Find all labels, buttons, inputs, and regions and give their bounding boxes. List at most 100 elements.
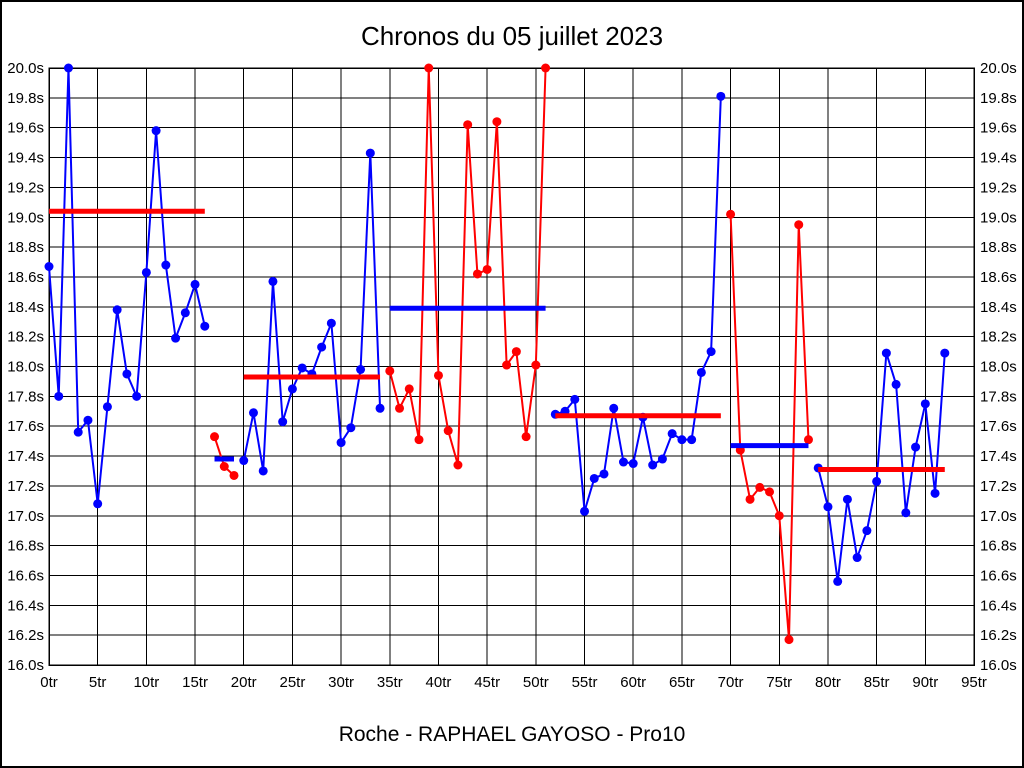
y-tick-label-left: 18.2s [7, 329, 44, 346]
session-4-lap-point [424, 63, 434, 73]
session-7-lap-point [823, 502, 833, 512]
y-tick-label-left: 16.4s [7, 597, 44, 614]
y-tick-label-right: 17.0s [980, 508, 1017, 525]
session-5-lap-point [580, 506, 590, 516]
y-tick-label-right: 17.8s [980, 388, 1017, 405]
session-4-lap-point [395, 403, 405, 413]
session-7-lap-point [930, 488, 940, 498]
session-4-lap-point [541, 63, 551, 73]
session-6-lap-point [755, 482, 765, 492]
x-tick-label: 95tr [961, 674, 987, 691]
session-3-lap-point [248, 408, 258, 418]
x-tick-label: 65tr [669, 674, 695, 691]
session-1-lap-point [44, 262, 54, 272]
session-6-lap-point [745, 494, 755, 504]
session-1-lap-point [180, 308, 190, 318]
session-5-lap-point [609, 403, 619, 413]
session-6-lap-point [794, 220, 804, 230]
session-1-lap-point [102, 402, 112, 412]
session-3-lap-point [356, 364, 366, 374]
y-tick-label-right: 16.0s [980, 657, 1017, 674]
y-tick-label-left: 17.6s [7, 418, 44, 435]
y-tick-label-left: 16.6s [7, 567, 44, 584]
y-tick-label-right: 18.8s [980, 239, 1017, 256]
session-7-lap-point [901, 508, 911, 518]
session-3-lap-point [239, 456, 249, 466]
x-tick-label: 25tr [279, 674, 305, 691]
session-7-lap-point [911, 442, 921, 452]
x-tick-label: 90tr [912, 674, 938, 691]
session-3-lap-point [365, 148, 375, 158]
y-tick-label-right: 17.6s [980, 418, 1017, 435]
y-tick-label-left: 19.4s [7, 150, 44, 167]
y-tick-label-right: 19.4s [980, 150, 1017, 167]
session-3-lap-point [317, 342, 327, 352]
session-1-line [48, 67, 206, 505]
session-3-lap-point [375, 403, 385, 413]
session-3-lap-point [346, 423, 356, 433]
session-1-lap-point [122, 369, 132, 379]
session-4-lap-point [385, 366, 395, 376]
y-tick-label-right: 18.0s [980, 359, 1017, 376]
x-tick-label: 55tr [572, 674, 598, 691]
y-tick-label-left: 16.0s [7, 657, 44, 674]
y-tick-label-right: 16.2s [980, 627, 1017, 644]
session-5-lap-point [570, 394, 580, 404]
session-7-lap-point [940, 348, 950, 358]
session-1-lap-point [141, 267, 151, 277]
y-tick-label-right: 19.2s [980, 179, 1017, 196]
session-7-lap-point [891, 379, 901, 389]
y-tick-label-right: 18.4s [980, 299, 1017, 316]
y-tick-label-left: 16.8s [7, 538, 44, 555]
x-tick-label: 70tr [718, 674, 744, 691]
session-5-lap-point [599, 469, 609, 479]
y-tick-label-right: 16.6s [980, 567, 1017, 584]
session-5-lap-point [648, 460, 658, 470]
session-1-lap-point [54, 391, 64, 401]
session-7-lap-point [872, 476, 882, 486]
y-tick-label-left: 20.0s [7, 60, 44, 77]
session-4-lap-point [531, 360, 541, 370]
y-tick-label-right: 19.0s [980, 209, 1017, 226]
session-1-lap-point [171, 333, 181, 343]
x-tick-label: 10tr [133, 674, 159, 691]
session-4-lap-point [472, 269, 482, 279]
y-tick-label-left: 17.8s [7, 388, 44, 405]
y-tick-label-right: 18.6s [980, 269, 1017, 286]
session-5-lap-point [716, 91, 726, 101]
session-4-lap-point [502, 360, 512, 370]
session-4-lap-point [463, 120, 473, 130]
y-tick-label-left: 18.4s [7, 299, 44, 316]
x-tick-label: 5tr [89, 674, 107, 691]
session-4-lap-point [433, 370, 443, 380]
y-tick-label-left: 18.6s [7, 269, 44, 286]
session-3-lap-point [297, 363, 307, 373]
session-5-line [555, 96, 722, 513]
session-5-lap-point [696, 367, 706, 377]
session-4-lap-point [511, 347, 521, 357]
session-5-lap-point [687, 435, 697, 445]
plot-border [48, 67, 975, 666]
x-tick-label: 45tr [474, 674, 500, 691]
x-tick-label: 20tr [231, 674, 257, 691]
y-tick-label-left: 19.0s [7, 209, 44, 226]
y-tick-label-left: 19.2s [7, 179, 44, 196]
x-tick-label: 15tr [182, 674, 208, 691]
session-7-lap-point [862, 526, 872, 536]
x-tick-label: 80tr [815, 674, 841, 691]
session-4-lap-point [492, 117, 502, 127]
y-tick-label-right: 19.8s [980, 90, 1017, 107]
session-2-lap-point [229, 470, 239, 480]
session-1-lap-point [63, 63, 73, 73]
session-2-lap-point [219, 461, 229, 471]
session-2-lap-point [210, 432, 220, 442]
session-6-lap-point [765, 487, 775, 497]
session-7-lap-point [833, 576, 843, 586]
y-tick-label-left: 17.4s [7, 448, 44, 465]
session-3-line [242, 152, 382, 472]
session-1-lap-point [93, 499, 103, 509]
session-6-lap-point [726, 209, 736, 219]
session-5-lap-point [667, 429, 677, 439]
session-3-lap-point [258, 466, 268, 476]
